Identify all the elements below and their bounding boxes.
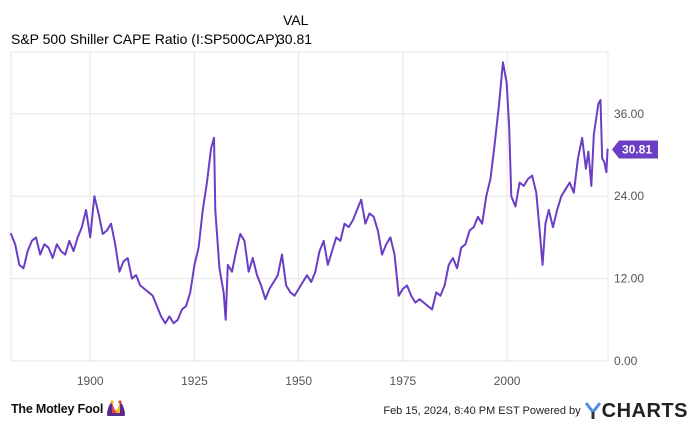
last-value-label: 30.81 — [622, 142, 652, 156]
footer-right: Feb 15, 2024, 8:40 PM EST Powered by CHA… — [383, 398, 688, 424]
motley-fool-brand-text: The Motley Fool — [11, 402, 104, 416]
x-tick-label: 1925 — [181, 374, 208, 388]
ycharts-logo[interactable]: CHARTS — [584, 399, 688, 423]
jester-hat-icon — [107, 400, 126, 416]
footer-timestamp: Feb 15, 2024, 8:40 PM EST Powered by — [383, 405, 581, 417]
last-value-flag: 30.81 — [612, 140, 658, 159]
y-tick-label: 36.00 — [614, 107, 644, 121]
legend-series-name[interactable]: S&P 500 Shiller CAPE Ratio (I:SP500CAP) — [11, 31, 280, 47]
x-tick-label: 2000 — [494, 374, 521, 388]
x-tick-label: 1975 — [390, 374, 417, 388]
grid-lines — [10, 51, 609, 362]
x-tick-label: 1900 — [77, 374, 104, 388]
legend-series-value: 30.81 — [277, 31, 313, 47]
x-tick-label: 1950 — [285, 374, 312, 388]
series-line[interactable] — [10, 61, 609, 325]
x-axis-ticks: 1900 1925 1950 1975 2000 — [77, 374, 521, 388]
y-tick-label: 12.00 — [614, 272, 644, 286]
last-value-flag-shape — [612, 140, 658, 159]
y-tick-label: 24.00 — [614, 189, 644, 203]
y-axis-ticks: 0.00 12.00 24.00 36.00 — [614, 107, 644, 368]
ycharts-text: CHARTS — [601, 399, 688, 422]
ycharts-y-icon — [584, 402, 601, 419]
motley-fool-logo[interactable]: The Motley Fool — [11, 397, 127, 421]
y-tick-label: 0.00 — [614, 354, 638, 368]
legend-column-header: VAL — [283, 12, 309, 28]
